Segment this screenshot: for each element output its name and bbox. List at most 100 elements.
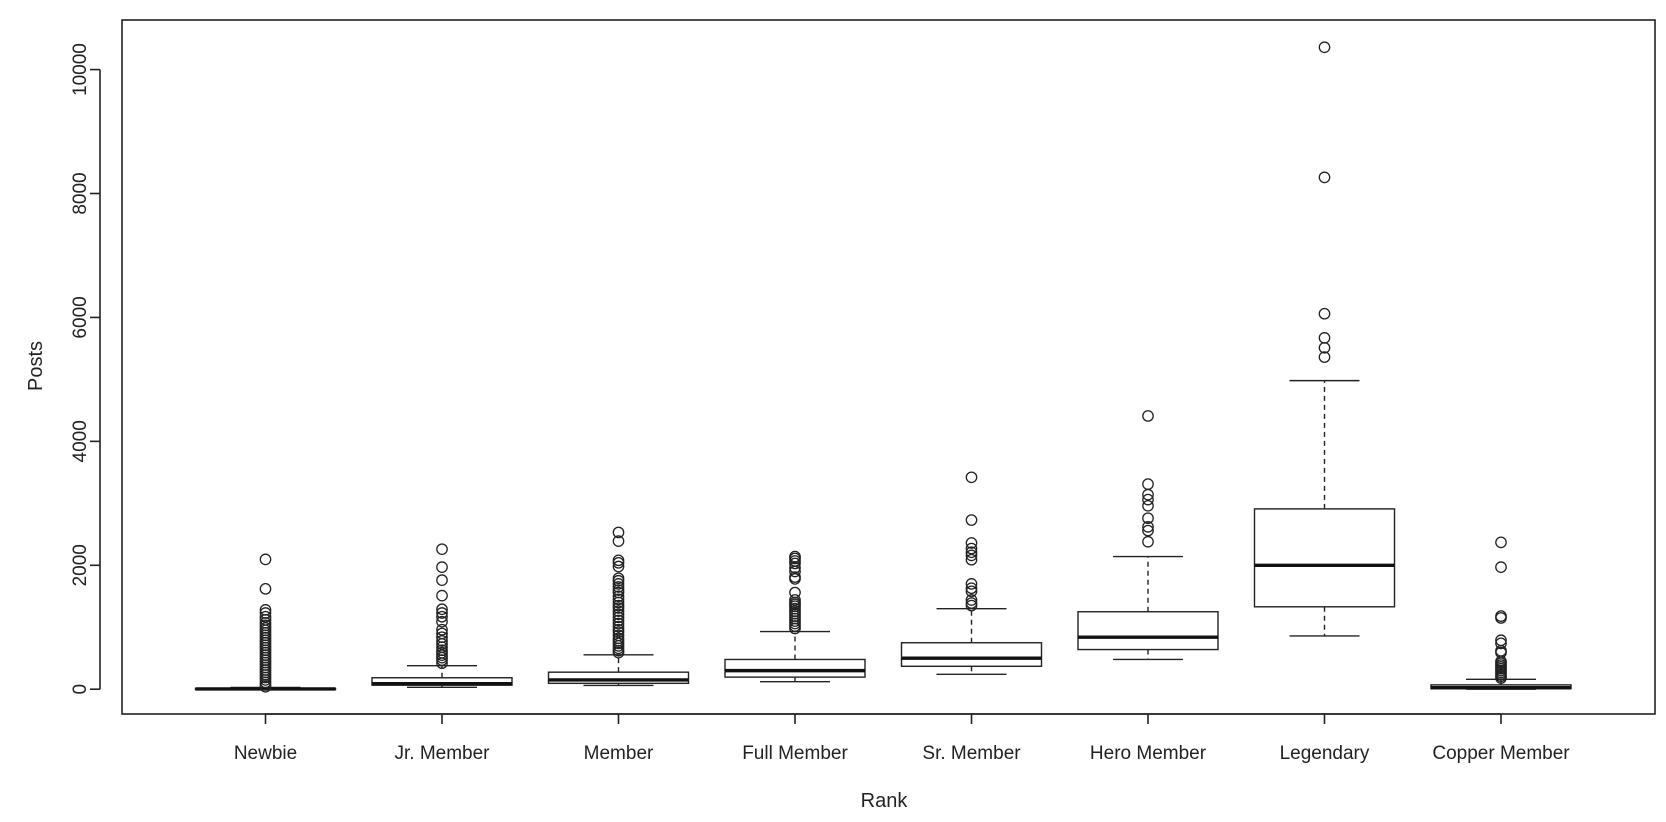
y-axis: 0 2000 4000 6000 8000 10000: [70, 43, 101, 695]
outlier-point: [612, 535, 625, 547]
outlier-point: [1495, 637, 1507, 650]
plot-frame: [121, 19, 1656, 715]
outlier-point: [1495, 612, 1507, 624]
outlier-point: [789, 622, 801, 635]
outlier-point: [789, 561, 801, 574]
box-group: [900, 471, 1043, 675]
outlier-point: [965, 514, 978, 526]
outlier-point: [612, 620, 625, 633]
outlier-point: [1142, 493, 1154, 506]
outlier-point: [965, 578, 978, 590]
outlier-point: [1142, 521, 1154, 533]
outlier-point: [259, 553, 272, 566]
outlier-point: [965, 537, 978, 549]
outlier-point: [1495, 536, 1507, 549]
box-iqr: [547, 671, 690, 685]
box-group: [547, 526, 690, 687]
outlier-point: [965, 599, 978, 612]
box-group: [371, 543, 513, 688]
outlier-point: [1142, 478, 1154, 490]
x-tick-label: Member: [584, 743, 654, 764]
outlier-point: [436, 543, 448, 556]
outlier-point: [965, 549, 978, 562]
outlier-point: [1318, 351, 1331, 363]
y-tick-label: 0: [70, 684, 91, 695]
outlier-point: [1142, 512, 1154, 525]
outlier-point: [436, 635, 448, 647]
box-group: [194, 553, 337, 693]
outlier-point: [1142, 524, 1154, 537]
y-tick-label: 4000: [70, 420, 91, 462]
outlier-point: [612, 646, 625, 659]
box-group: [1077, 410, 1219, 661]
outlier-point: [436, 561, 448, 573]
outlier-point: [965, 471, 978, 484]
outlier-point: [1142, 535, 1154, 548]
box-iqr: [1077, 611, 1219, 651]
box-group: [724, 550, 866, 683]
x-tick-label: Legendary: [1280, 743, 1370, 764]
outlier-point: [436, 607, 448, 619]
box-iqr: [724, 658, 866, 678]
box-series: [194, 41, 1572, 693]
outlier-point: [965, 585, 978, 598]
outlier-point: [436, 603, 448, 616]
y-axis-title: Posts: [25, 341, 47, 391]
outlier-point: [259, 610, 272, 623]
x-tick-label: Sr. Member: [922, 743, 1021, 764]
box-group: [1253, 41, 1396, 637]
y-tick-label: 6000: [70, 296, 91, 338]
outlier-point: [612, 614, 625, 627]
y-tick-label: 8000: [70, 172, 91, 214]
x-tick-label: Hero Member: [1090, 743, 1207, 764]
outlier-point: [612, 581, 625, 593]
box-group: [1430, 536, 1572, 690]
outlier-point: [1318, 41, 1331, 54]
outlier-point: [1495, 672, 1507, 684]
outlier-point: [612, 596, 625, 609]
outlier-point: [436, 615, 448, 628]
outlier-point: [965, 582, 978, 595]
y-tick-label: 2000: [70, 544, 91, 586]
outlier-point: [612, 574, 625, 587]
outlier-point: [612, 578, 625, 590]
outlier-point: [612, 617, 625, 630]
outlier-point: [612, 605, 625, 617]
outlier-point: [612, 526, 625, 539]
outlier-point: [612, 602, 625, 614]
outlier-point: [789, 573, 801, 585]
outlier-point: [789, 565, 801, 578]
box-iqr: [900, 642, 1043, 667]
outlier-point: [965, 546, 978, 559]
outlier-point: [1318, 332, 1331, 344]
outlier-point: [259, 680, 272, 693]
outlier-point: [612, 626, 625, 639]
outlier-point: [1318, 307, 1331, 320]
y-tick-label: 10000: [70, 43, 91, 96]
outlier-point: [612, 611, 625, 624]
outlier-point: [1142, 499, 1154, 512]
outlier-point: [612, 593, 625, 606]
outlier-point: [965, 553, 978, 566]
outlier-point: [789, 557, 801, 570]
outlier-point: [436, 574, 448, 587]
outlier-point: [965, 542, 978, 555]
outlier-point: [1495, 561, 1507, 573]
outlier-point: [965, 594, 978, 606]
x-tick-label: Newbie: [234, 743, 297, 764]
outlier-point: [436, 623, 448, 636]
outlier-point: [436, 654, 448, 666]
outlier-point: [1318, 341, 1331, 354]
x-axis-title: Rank: [861, 790, 909, 812]
box-iqr: [1253, 508, 1396, 608]
outlier-point: [436, 657, 448, 670]
outlier-point: [1142, 488, 1154, 501]
outlier-point: [1142, 410, 1154, 422]
outlier-point: [612, 554, 625, 567]
outlier-point: [1318, 171, 1331, 184]
outlier-point: [612, 608, 625, 621]
x-tick-label: Full Member: [742, 743, 848, 764]
outlier-point: [436, 589, 448, 602]
outlier-point: [259, 582, 272, 595]
